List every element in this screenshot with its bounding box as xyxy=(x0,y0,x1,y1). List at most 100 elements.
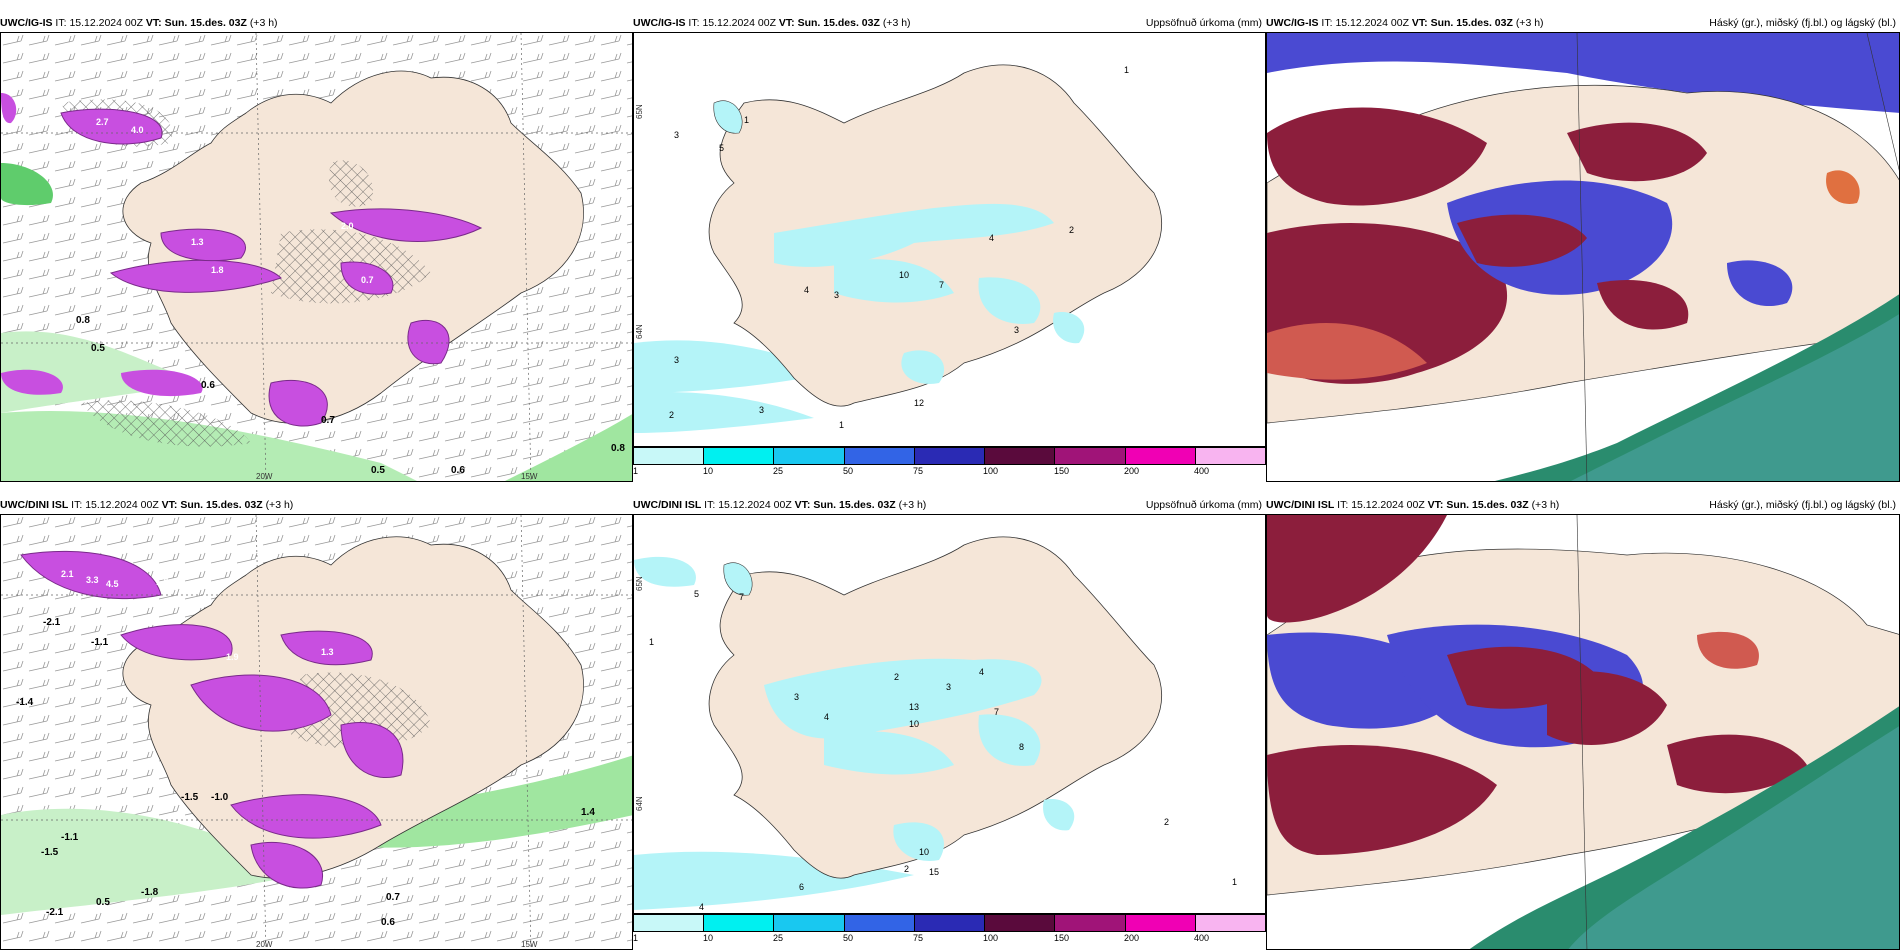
temp-label: 2.7 xyxy=(96,117,109,127)
panel-top-left: UWC/IG-IS IT: 15.12.2024 00Z VT: Sun. 15… xyxy=(0,14,633,482)
temp-label: -1.8 xyxy=(141,887,159,898)
temp-label: 0.5 xyxy=(371,465,385,476)
precip-label: 3 xyxy=(674,355,679,365)
lat-label: 64N xyxy=(635,324,644,339)
temp-label: -1.4 xyxy=(16,697,34,708)
precip-map: 3 1 5 4 3 10 7 4 2 3 12 3 2 3 1 1 65N 64… xyxy=(634,33,1265,446)
precip-label: 1 xyxy=(649,637,654,647)
map-clouds-top[interactable] xyxy=(1266,32,1900,482)
panel-header: UWC/IG-IS IT: 15.12.2024 00Z VT: Sun. 15… xyxy=(1266,14,1900,32)
panel-header: UWC/DINI ISL IT: 15.12.2024 00Z VT: Sun.… xyxy=(633,499,1262,511)
temp-label: -2.1 xyxy=(43,617,61,628)
legend-swatch xyxy=(844,915,915,931)
temp-label: 2.1 xyxy=(61,569,74,579)
legend-labels: 1 10 25 50 75 100 150 200 400 xyxy=(633,466,1210,476)
temp-label: 0.6 xyxy=(451,465,465,476)
precip-label: 2 xyxy=(1069,225,1074,235)
precip-label: 12 xyxy=(914,398,924,408)
panel-header: UWC/DINI ISL IT: 15.12.2024 00Z VT: Sun.… xyxy=(0,499,294,511)
legend-swatch xyxy=(985,448,1056,464)
map-wind-temp-bottom[interactable]: 20W 15W 2.1 3.3 4.5 1.5 -2.1 -1.1 -1.4 1… xyxy=(0,514,633,950)
panel-header: UWC/IG-IS IT: 15.12.2024 00Z VT: Sun. 15… xyxy=(633,14,1266,32)
temp-label: 0.7 xyxy=(386,892,400,903)
precip-label: 6 xyxy=(799,882,804,892)
temp-label: 4.0 xyxy=(131,125,144,135)
precip-label: 3 xyxy=(834,290,839,300)
temp-label: 0.6 xyxy=(201,380,215,391)
valid-time: Sun. 15.des. 03Z xyxy=(164,17,247,29)
precip-map: 1 5 7 3 4 2 13 10 3 4 7 8 10 2 15 2 1 4 … xyxy=(634,515,1265,913)
legend-swatch xyxy=(1055,448,1126,464)
precip-label: 4 xyxy=(804,285,809,295)
map-clouds-bottom[interactable] xyxy=(1266,514,1900,950)
clouds-map xyxy=(1267,33,1899,481)
precip-label: 3 xyxy=(794,692,799,702)
precip-legend xyxy=(633,914,1266,932)
temp-label: 1.3 xyxy=(321,647,334,657)
legend-swatch xyxy=(634,915,705,931)
precip-label: 10 xyxy=(899,270,909,280)
temp-label: -1.5 xyxy=(41,847,59,858)
precip-label: 3 xyxy=(946,682,951,692)
precip-label: 13 xyxy=(909,702,919,712)
panel-header: UWC/IG-IS IT: 15.12.2024 00Z VT: Sun. 15… xyxy=(0,17,278,29)
precip-label: 4 xyxy=(979,667,984,677)
map-precip-top[interactable]: 3 1 5 4 3 10 7 4 2 3 12 3 2 3 1 1 65N 64… xyxy=(633,32,1266,447)
legend-swatch xyxy=(1195,915,1265,931)
precip-label: 1 xyxy=(839,420,844,430)
precip-label: 1 xyxy=(1232,877,1237,887)
precip-label: 7 xyxy=(939,280,944,290)
legend-swatch xyxy=(1055,915,1126,931)
temp-label: -1.1 xyxy=(91,637,109,648)
temp-label: 0.5 xyxy=(96,897,110,908)
temp-label: 1.3 xyxy=(191,237,204,247)
temp-label: 1.5 xyxy=(156,577,169,587)
legend-swatch xyxy=(985,915,1056,931)
precip-label: 8 xyxy=(1019,742,1024,752)
precip-legend xyxy=(633,447,1266,465)
svg-text:64N: 64N xyxy=(635,796,644,811)
temp-label: -1.1 xyxy=(61,832,79,843)
legend-swatch xyxy=(914,448,986,464)
temp-label: 1.8 xyxy=(211,265,224,275)
temp-label: 0.5 xyxy=(91,343,105,354)
svg-text:15W: 15W xyxy=(521,940,538,949)
precip-label: 5 xyxy=(694,589,699,599)
panel-bottom-middle: UWC/DINI ISL IT: 15.12.2024 00Z VT: Sun.… xyxy=(633,496,1266,946)
precip-label: 4 xyxy=(824,712,829,722)
temp-label: 1.4 xyxy=(581,807,595,818)
precip-label: 2 xyxy=(1164,817,1169,827)
precip-label: 7 xyxy=(739,592,744,602)
legend-swatch xyxy=(704,448,775,464)
precip-label: 10 xyxy=(909,719,919,729)
legend-swatch xyxy=(774,915,845,931)
panel-top-middle: UWC/IG-IS IT: 15.12.2024 00Z VT: Sun. 15… xyxy=(633,14,1266,476)
temp-label: 0.7 xyxy=(361,275,374,285)
map-precip-bottom[interactable]: 1 5 7 3 4 2 13 10 3 4 7 8 10 2 15 2 1 4 … xyxy=(633,514,1266,914)
lon-label: 20W xyxy=(256,472,273,481)
panel-bottom-left: UWC/DINI ISL IT: 15.12.2024 00Z VT: Sun.… xyxy=(0,496,633,950)
precip-label: 3 xyxy=(759,405,764,415)
model-name: UWC/DINI ISL xyxy=(0,499,69,511)
precip-label: 1 xyxy=(744,115,749,125)
legend-swatch xyxy=(844,448,915,464)
temp-label: 0.8 xyxy=(76,315,90,326)
legend-swatch xyxy=(634,448,705,464)
init-time: 15.12.2024 00Z xyxy=(69,17,143,29)
temp-label: 3.3 xyxy=(86,575,99,585)
temp-label: 1.9 xyxy=(226,652,239,662)
legend-swatch xyxy=(1125,448,1196,464)
legend-swatch xyxy=(1125,915,1196,931)
precip-label: 2 xyxy=(894,672,899,682)
svg-text:20W: 20W xyxy=(256,940,273,949)
model-name: UWC/IG-IS xyxy=(0,17,53,29)
legend-swatch xyxy=(704,915,775,931)
panel-bottom-right: UWC/DINI ISL IT: 15.12.2024 00Z VT: Sun.… xyxy=(1266,496,1900,950)
lead-time: (+3 h) xyxy=(249,17,278,29)
map-wind-temp-top[interactable]: 20W 15W 2.7 4.0 2.0 1.3 1.8 0.7 0.8 0.5 … xyxy=(0,32,633,482)
temp-label: 0.7 xyxy=(321,415,335,426)
svg-text:65N: 65N xyxy=(635,576,644,591)
legend-swatch xyxy=(774,448,845,464)
wind-temp-map: 20W 15W 2.1 3.3 4.5 1.5 -2.1 -1.1 -1.4 1… xyxy=(1,515,632,949)
wind-temp-map: 20W 15W 2.7 4.0 2.0 1.3 1.8 0.7 0.8 0.5 … xyxy=(1,33,632,481)
